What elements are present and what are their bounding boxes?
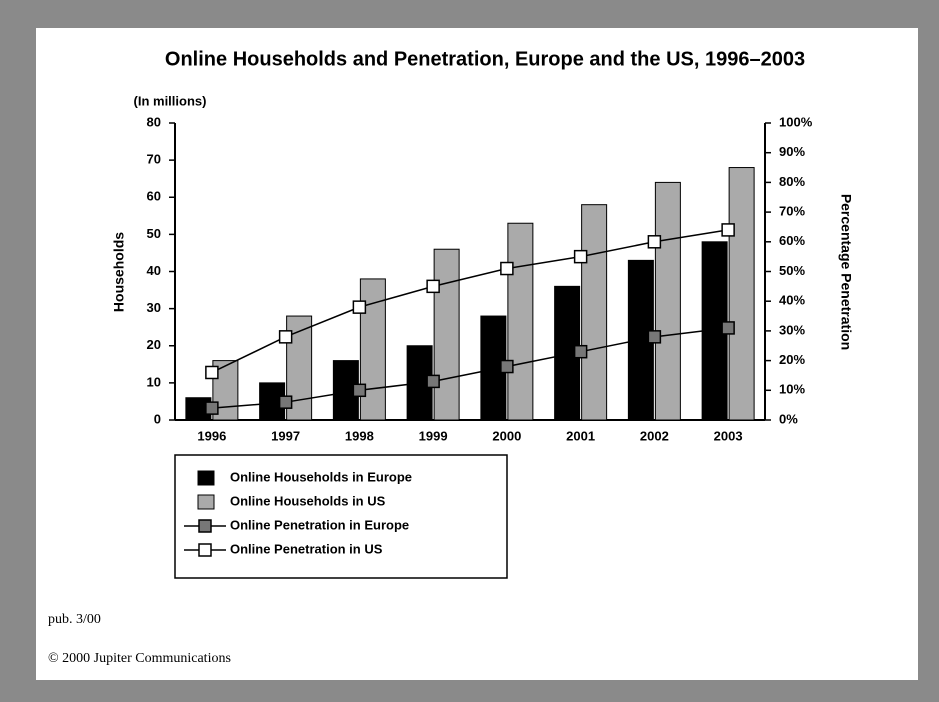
x-tick-label: 2001 (566, 428, 595, 443)
y2-axis-label: Percentage Penetration (838, 194, 854, 350)
legend-label: Online Households in Europe (230, 469, 412, 484)
marker (573, 249, 588, 264)
line (211, 229, 729, 374)
legend-label: Online Households in US (230, 493, 386, 508)
y2-tick-label: 30% (779, 322, 805, 337)
x-tick-label: 2002 (640, 428, 669, 443)
marker (721, 321, 735, 335)
chart-title: Online Households and Penetration, Europ… (165, 48, 805, 70)
marker (426, 279, 440, 294)
marker (500, 359, 514, 374)
y-tick-label: 60 (147, 189, 161, 204)
marker (278, 395, 293, 409)
y-tick-label: 0 (154, 411, 161, 426)
footnote: © 2000 Jupiter Communications (48, 651, 231, 666)
y2-tick-label: 80% (779, 174, 805, 189)
marker (352, 383, 367, 398)
marker (500, 261, 514, 276)
x-tick-label: 1998 (345, 428, 374, 443)
legend (174, 454, 508, 579)
bar (581, 204, 608, 421)
y-tick-label: 30 (147, 300, 161, 315)
y2-tick-label: 40% (779, 293, 805, 308)
legend-label: Online Penetration in Europe (230, 517, 409, 532)
marker (426, 374, 440, 389)
marker (573, 344, 588, 359)
y-unit-label: (In millions) (134, 93, 207, 108)
footnote: pub. 3/00 (48, 612, 101, 627)
y2-tick-label: 10% (779, 382, 805, 397)
line (211, 327, 729, 409)
y-tick-label: 20 (147, 337, 161, 352)
x-tick-label: 1997 (271, 428, 300, 443)
y-tick-label: 40 (147, 263, 161, 278)
bar (654, 181, 681, 421)
marker (647, 235, 662, 249)
x-tick-label: 1996 (197, 428, 226, 443)
bar (359, 278, 386, 421)
x-tick-label: 1999 (419, 428, 448, 443)
legend-marker (198, 519, 212, 533)
legend-swatch (197, 494, 215, 510)
bar (433, 248, 460, 421)
y2-tick-label: 50% (779, 263, 805, 278)
legend-marker (198, 543, 212, 557)
x-tick-label: 2000 (492, 428, 521, 443)
bar (507, 222, 534, 421)
y2-tick-label: 100% (779, 114, 813, 129)
marker (647, 330, 662, 344)
y-tick-label: 80 (147, 114, 161, 129)
y-tick-label: 50 (147, 226, 161, 241)
x-tick-label: 2003 (714, 428, 743, 443)
marker (352, 300, 367, 314)
legend-label: Online Penetration in US (230, 541, 383, 556)
y2-tick-label: 70% (779, 204, 805, 219)
bar (480, 315, 507, 421)
y-tick-label: 70 (147, 152, 161, 167)
marker (721, 223, 735, 237)
bar (728, 167, 755, 421)
legend-swatch (197, 470, 215, 486)
marker (205, 365, 219, 380)
marker (278, 330, 293, 344)
y2-tick-label: 0% (779, 411, 798, 426)
y2-tick-label: 20% (779, 352, 805, 367)
marker (205, 401, 219, 415)
y2-tick-label: 60% (779, 233, 805, 248)
y-tick-label: 10 (147, 374, 161, 389)
y-axis-label: Households (111, 232, 127, 312)
y2-tick-label: 90% (779, 144, 805, 159)
